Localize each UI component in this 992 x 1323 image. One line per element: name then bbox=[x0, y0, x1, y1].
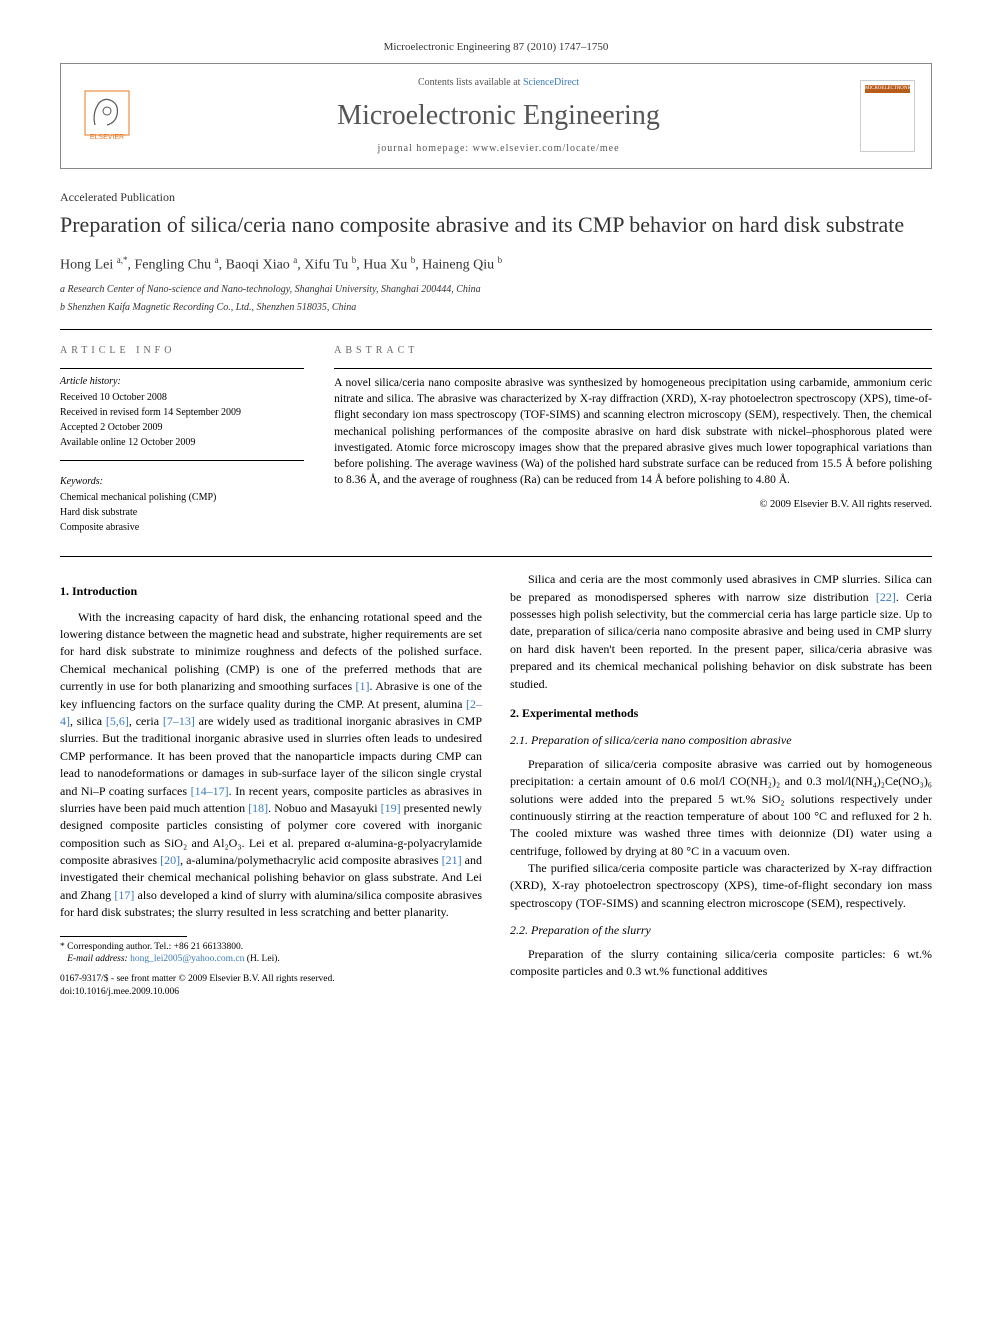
body-two-column: 1. Introduction With the increasing capa… bbox=[60, 571, 932, 998]
info-divider bbox=[60, 368, 304, 369]
affiliation-b: b Shenzhen Kaifa Magnetic Recording Co.,… bbox=[60, 301, 932, 315]
intro-para-1: With the increasing capacity of hard dis… bbox=[60, 609, 482, 922]
ref-1[interactable]: [1] bbox=[356, 679, 370, 693]
section-2-1-head: 2.1. Preparation of silica/ceria nano co… bbox=[510, 732, 932, 749]
email-link[interactable]: hong_lei2005@yahoo.com.cn bbox=[130, 954, 244, 964]
history-online: Available online 12 October 2009 bbox=[60, 436, 304, 450]
keyword-1: Chemical mechanical polishing (CMP) bbox=[60, 491, 304, 505]
keyword-3: Composite abrasive bbox=[60, 521, 304, 535]
info-abstract-block: ARTICLE INFO Article history: Received 1… bbox=[60, 344, 932, 536]
citation: Microelectronic Engineering 87 (2010) 17… bbox=[60, 40, 932, 55]
ref-22[interactable]: [22] bbox=[876, 590, 896, 604]
exp-21-para-1: Preparation of silica/ceria composite ab… bbox=[510, 756, 932, 860]
journal-name: Microelectronic Engineering bbox=[137, 96, 860, 135]
divider-top bbox=[60, 329, 932, 330]
intro-para-2: Silica and ceria are the most commonly u… bbox=[510, 571, 932, 693]
footnote-corresponding: * Corresponding author. Tel.: +86 21 661… bbox=[60, 941, 482, 953]
history-head: Article history: bbox=[60, 375, 304, 389]
journal-homepage[interactable]: journal homepage: www.elsevier.com/locat… bbox=[137, 142, 860, 156]
article-info-label: ARTICLE INFO bbox=[60, 344, 304, 358]
history-revised: Received in revised form 14 September 20… bbox=[60, 406, 304, 420]
ref-7-13[interactable]: [7–13] bbox=[163, 714, 195, 728]
journal-header-box: ELSEVIER Contents lists available at Sci… bbox=[60, 63, 932, 168]
footnote-block: * Corresponding author. Tel.: +86 21 661… bbox=[60, 936, 482, 998]
exp-21-para-2: The purified silica/ceria composite part… bbox=[510, 860, 932, 912]
ref-14-17[interactable]: [14–17] bbox=[191, 784, 229, 798]
divider-bottom bbox=[60, 556, 932, 557]
sciencedirect-link[interactable]: ScienceDirect bbox=[523, 77, 579, 88]
ref-18[interactable]: [18] bbox=[248, 801, 268, 815]
history-accepted: Accepted 2 October 2009 bbox=[60, 421, 304, 435]
article-type: Accelerated Publication bbox=[60, 189, 932, 206]
exp-22-para-1: Preparation of the slurry containing sil… bbox=[510, 946, 932, 981]
footnote-separator bbox=[60, 936, 187, 937]
article-title: Preparation of silica/ceria nano composi… bbox=[60, 211, 932, 240]
authors-line: Hong Lei a,*, Fengling Chu a, Baoqi Xiao… bbox=[60, 254, 932, 275]
section-2-head: 2. Experimental methods bbox=[510, 705, 932, 722]
email-label: E-mail address: bbox=[67, 954, 128, 964]
section-1-head: 1. Introduction bbox=[60, 583, 482, 600]
article-info-column: ARTICLE INFO Article history: Received 1… bbox=[60, 344, 304, 536]
copyright: © 2009 Elsevier B.V. All rights reserved… bbox=[334, 498, 932, 513]
kw-divider bbox=[60, 460, 304, 461]
footnote-doi: doi:10.1016/j.mee.2009.10.006 bbox=[60, 986, 482, 998]
ref-17[interactable]: [17] bbox=[114, 888, 134, 902]
journal-thumb-label: MICROELECTRONIC ENGINEERING bbox=[865, 85, 910, 93]
abstract-text: A novel silica/ceria nano composite abra… bbox=[334, 375, 932, 488]
contents-prefix: Contents lists available at bbox=[418, 77, 523, 88]
abstract-column: ABSTRACT A novel silica/ceria nano compo… bbox=[334, 344, 932, 536]
ref-20[interactable]: [20] bbox=[160, 853, 180, 867]
abstract-divider bbox=[334, 368, 932, 369]
footnote-email-line: E-mail address: hong_lei2005@yahoo.com.c… bbox=[60, 953, 482, 965]
email-name: (H. Lei). bbox=[247, 954, 280, 964]
page-container: Microelectronic Engineering 87 (2010) 17… bbox=[0, 0, 992, 1038]
affiliation-a: a Research Center of Nano-science and Na… bbox=[60, 283, 932, 297]
elsevier-logo: ELSEVIER bbox=[77, 83, 137, 148]
svg-text:ELSEVIER: ELSEVIER bbox=[90, 134, 124, 141]
ref-21[interactable]: [21] bbox=[442, 853, 462, 867]
keywords-head: Keywords: bbox=[60, 475, 304, 489]
history-received: Received 10 October 2008 bbox=[60, 391, 304, 405]
section-2-2-head: 2.2. Preparation of the slurry bbox=[510, 922, 932, 939]
keyword-2: Hard disk substrate bbox=[60, 506, 304, 520]
contents-line: Contents lists available at ScienceDirec… bbox=[137, 76, 860, 90]
ref-19[interactable]: [19] bbox=[381, 801, 401, 815]
ref-5-6[interactable]: [5,6] bbox=[106, 714, 129, 728]
journal-cover-thumb: MICROELECTRONIC ENGINEERING bbox=[860, 80, 915, 152]
abstract-label: ABSTRACT bbox=[334, 344, 932, 358]
footnote-copyright: 0167-9317/$ - see front matter © 2009 El… bbox=[60, 973, 482, 985]
journal-header-center: Contents lists available at ScienceDirec… bbox=[137, 76, 860, 155]
